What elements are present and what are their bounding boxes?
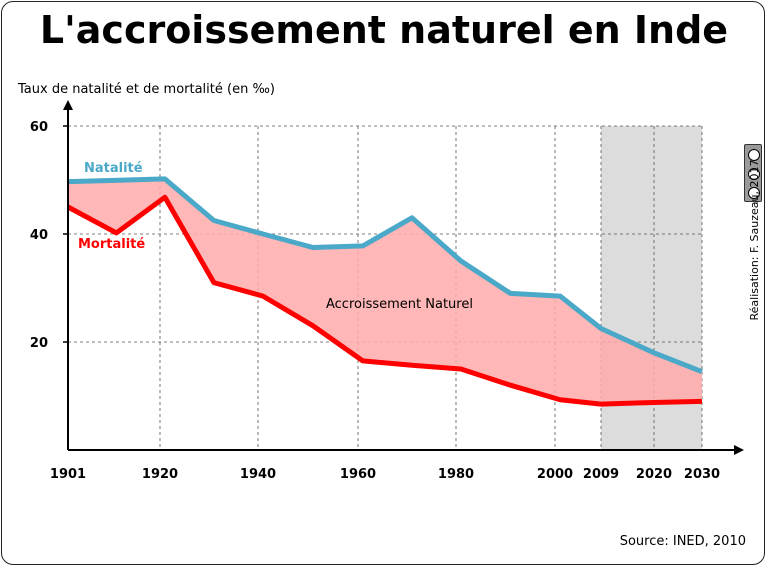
annotation-accroissement: Accroissement Naturel	[326, 297, 473, 312]
series-label-mortalite: Mortalité	[78, 237, 145, 252]
x-tick-label: 2009	[583, 467, 619, 482]
x-tick-label: 1980	[438, 467, 474, 482]
y-tick-labels: 20 40 60	[30, 120, 48, 351]
x-tick-label: 2030	[684, 467, 720, 482]
x-tick-label: 1901	[50, 467, 86, 482]
x-tick-label: 2000	[537, 467, 573, 482]
y-axis-arrow	[63, 100, 73, 110]
x-tick-label: 1960	[340, 467, 376, 482]
page-title: L'accroissement naturel en Inde	[39, 8, 729, 52]
x-tick-label: 2020	[636, 467, 672, 482]
x-tick-label: 1920	[142, 467, 178, 482]
axes	[63, 100, 744, 455]
y-tick-label: 40	[30, 228, 48, 243]
x-axis-arrow	[734, 445, 744, 455]
x-tick-labels: 1901 1920 1940 1960 1980 2000 2009 2020 2030	[50, 467, 720, 482]
credit-text: Réalisation: F. Sauzeau, 2017	[748, 159, 761, 321]
y-axis-label: Taux de natalité et de mortalité (en ‰)	[18, 82, 275, 97]
series-line-natalite	[67, 176, 703, 375]
y-tick-label: 20	[30, 336, 48, 351]
y-tick-label: 60	[30, 120, 48, 135]
x-tick-label: 1940	[240, 467, 276, 482]
series-line-mortalite	[66, 194, 703, 407]
series-label-natalite: Natalité	[84, 161, 143, 176]
creative-commons-icon	[744, 144, 762, 202]
natural-increase-area	[68, 178, 702, 405]
source-text: Source: INED, 2010	[619, 534, 746, 549]
